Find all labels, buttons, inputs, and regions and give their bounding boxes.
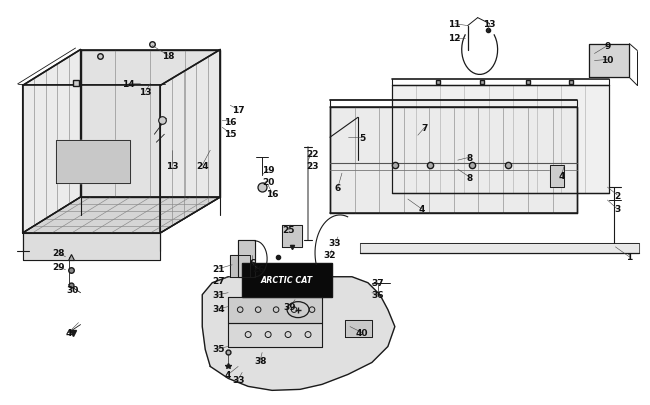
Text: 1: 1	[626, 253, 632, 262]
Text: 20: 20	[262, 177, 274, 186]
Polygon shape	[238, 240, 255, 277]
Polygon shape	[345, 320, 372, 337]
Text: 33: 33	[329, 239, 341, 248]
Text: 27: 27	[212, 277, 224, 286]
Text: 33: 33	[232, 375, 244, 384]
Text: 26: 26	[252, 264, 265, 274]
Polygon shape	[392, 86, 610, 194]
Text: 6: 6	[335, 183, 341, 192]
Text: 32: 32	[324, 251, 336, 260]
Polygon shape	[228, 297, 322, 323]
Text: 29: 29	[52, 262, 65, 272]
Text: 11: 11	[448, 20, 461, 29]
Text: 37: 37	[372, 279, 384, 288]
Text: 16: 16	[266, 189, 278, 198]
Polygon shape	[360, 243, 640, 253]
Text: 30: 30	[66, 286, 79, 294]
Text: 7: 7	[422, 124, 428, 132]
Polygon shape	[23, 198, 220, 233]
Text: 4: 4	[419, 205, 425, 214]
Text: 38: 38	[254, 356, 266, 365]
Text: 36: 36	[372, 290, 384, 299]
Polygon shape	[56, 141, 131, 183]
Text: ARCTIC CAT: ARCTIC CAT	[261, 275, 313, 285]
Text: 18: 18	[162, 52, 175, 61]
Text: 31: 31	[212, 290, 224, 299]
Polygon shape	[549, 166, 564, 188]
Text: 28: 28	[52, 249, 65, 258]
Polygon shape	[202, 277, 395, 390]
Polygon shape	[228, 323, 322, 347]
Text: 14: 14	[122, 80, 135, 89]
Text: 39: 39	[284, 303, 296, 311]
Text: 2: 2	[614, 191, 621, 200]
Text: 23: 23	[306, 161, 318, 170]
Text: 9: 9	[604, 42, 610, 51]
Text: 19: 19	[262, 165, 274, 174]
Polygon shape	[23, 233, 161, 260]
Text: 10: 10	[601, 56, 614, 65]
Text: 13: 13	[166, 161, 179, 170]
Text: 5: 5	[359, 133, 365, 143]
Text: 16: 16	[224, 117, 237, 126]
Text: 15: 15	[224, 130, 237, 139]
Text: 17: 17	[232, 106, 244, 115]
Text: 6: 6	[249, 259, 255, 268]
Text: 4: 4	[225, 370, 231, 379]
Text: 13: 13	[139, 87, 151, 97]
Text: 34: 34	[212, 305, 224, 313]
Text: 40: 40	[356, 328, 368, 337]
Text: 4: 4	[558, 171, 565, 180]
Text: 12: 12	[448, 34, 461, 43]
Text: 24: 24	[196, 161, 209, 170]
Text: 13: 13	[484, 20, 496, 29]
Polygon shape	[23, 50, 81, 233]
Text: 35: 35	[212, 344, 224, 353]
Polygon shape	[161, 50, 220, 233]
Polygon shape	[242, 263, 332, 297]
Polygon shape	[330, 108, 577, 213]
Text: 3: 3	[614, 205, 621, 214]
Text: 25: 25	[282, 226, 294, 235]
Polygon shape	[81, 50, 220, 198]
Polygon shape	[590, 45, 629, 78]
Text: 8: 8	[467, 173, 473, 182]
Text: 22: 22	[306, 149, 318, 158]
Text: 4: 4	[66, 328, 72, 337]
Text: 21: 21	[212, 264, 224, 274]
Polygon shape	[230, 255, 250, 277]
Polygon shape	[282, 225, 302, 247]
Text: 8: 8	[467, 153, 473, 162]
